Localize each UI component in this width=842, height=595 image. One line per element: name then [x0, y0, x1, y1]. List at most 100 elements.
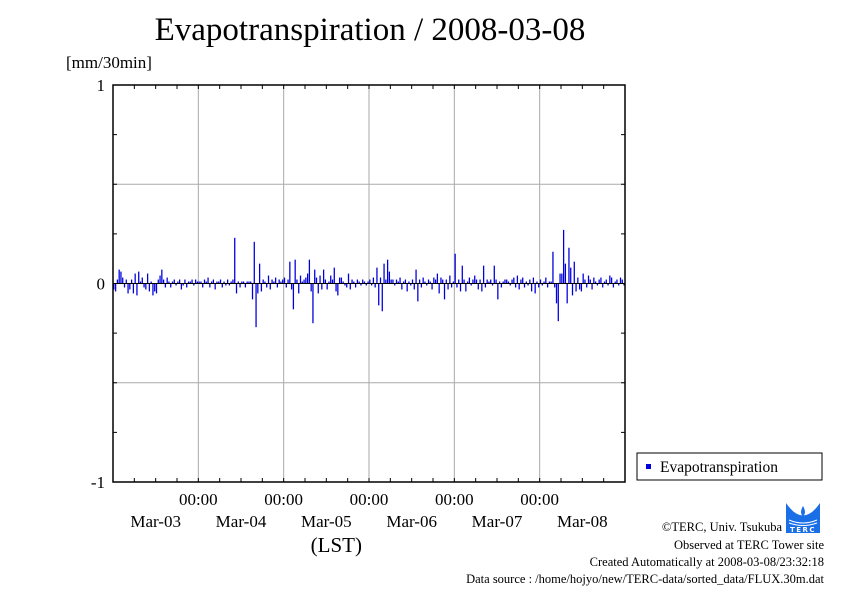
data-bar: [450, 283, 453, 288]
x-tick-label-time: 00:00: [264, 490, 303, 509]
data-bar: [417, 283, 419, 302]
data-bar: [225, 283, 227, 286]
data-bar: [116, 279, 119, 284]
data-bar: [415, 269, 417, 284]
data-bar: [427, 279, 430, 284]
x-tick-label-time: 00:00: [520, 490, 559, 509]
data-bar: [216, 281, 218, 284]
data-bar: [461, 265, 463, 284]
data-bar: [404, 279, 407, 284]
legend: Evapotranspiration: [636, 452, 823, 481]
data-bar: [474, 275, 476, 284]
data-bar: [502, 281, 504, 284]
data-bar: [388, 271, 391, 284]
data-bar: [395, 279, 398, 284]
data-bar: [166, 277, 168, 284]
data-bar: [470, 283, 472, 286]
data-bar: [495, 279, 497, 284]
data-bar: [413, 283, 415, 290]
data-bar: [122, 277, 124, 284]
data-bar: [267, 275, 270, 284]
data-bar: [298, 283, 300, 294]
data-bar: [173, 279, 175, 284]
data-bar: [138, 271, 140, 284]
source-text: Data source : /home/hojyo/new/TERC-data/…: [466, 572, 824, 586]
data-bar: [223, 281, 225, 284]
data-bar: [242, 281, 245, 284]
data-bar: [159, 275, 161, 284]
data-bar: [454, 253, 456, 284]
data-bar: [132, 283, 135, 294]
data-bar: [555, 283, 558, 304]
data-bar: [600, 277, 602, 284]
data-bar: [280, 281, 282, 284]
data-bar: [319, 275, 321, 284]
data-bar: [509, 283, 511, 286]
data-bar: [351, 279, 353, 284]
data-bar: [466, 281, 469, 284]
data-bar: [513, 277, 515, 284]
data-bar: [527, 283, 529, 286]
data-bar: [317, 283, 319, 294]
data-bar: [139, 281, 142, 284]
data-bar: [274, 277, 277, 284]
data-bar: [376, 267, 378, 284]
data-bar: [475, 279, 478, 284]
y-tick-label: 1: [97, 76, 106, 95]
data-bar: [264, 281, 266, 284]
data-bar: [152, 283, 154, 296]
data-bar: [543, 281, 545, 284]
data-bar: [143, 283, 145, 288]
x-tick-label-time: 00:00: [179, 490, 218, 509]
data-bar: [445, 279, 447, 284]
data-bar: [507, 281, 510, 284]
data-bar: [571, 283, 574, 296]
data-bar: [546, 283, 549, 288]
data-bar: [575, 283, 577, 292]
data-bar: [602, 283, 604, 288]
data-bar: [221, 283, 223, 288]
data-bar: [562, 229, 565, 284]
data-bar: [488, 281, 490, 284]
data-bar: [266, 283, 268, 288]
data-bar: [584, 279, 586, 284]
legend-label: Evapotranspiration: [660, 459, 778, 476]
data-bar: [589, 279, 591, 284]
data-bar: [294, 259, 296, 284]
data-bar: [463, 279, 465, 284]
data-bar: [386, 259, 389, 284]
data-bar: [491, 283, 494, 286]
data-bar: [170, 283, 172, 288]
data-bar: [354, 283, 357, 288]
x-tick-label-time: 00:00: [435, 490, 474, 509]
data-bar: [580, 283, 583, 292]
data-bar: [203, 279, 206, 284]
data-bar: [458, 279, 460, 284]
data-bar: [564, 263, 567, 284]
data-bar: [340, 277, 343, 284]
data-bar: [328, 281, 330, 284]
data-bar: [479, 279, 481, 284]
data-bar: [303, 279, 305, 284]
data-bar: [573, 261, 575, 284]
data-bar: [356, 279, 359, 284]
data-bar: [514, 283, 517, 288]
created-text: Created Automatically at 2008-03-08/23:3…: [589, 555, 824, 569]
data-bar: [566, 283, 568, 304]
data-bar: [410, 283, 412, 286]
data-bar: [612, 283, 615, 288]
data-bar: [429, 281, 431, 284]
data-bar: [438, 283, 440, 294]
data-bar: [347, 273, 350, 284]
data-bar: [447, 283, 449, 290]
data-bar: [344, 283, 346, 286]
data-bar: [258, 263, 261, 284]
data-bar: [452, 281, 455, 284]
data-bar: [161, 269, 163, 284]
data-bar: [202, 283, 204, 288]
data-bar: [214, 283, 216, 290]
data-bar: [614, 281, 616, 284]
data-bar: [189, 281, 191, 284]
data-bar: [283, 277, 286, 284]
data-bar: [379, 277, 382, 284]
